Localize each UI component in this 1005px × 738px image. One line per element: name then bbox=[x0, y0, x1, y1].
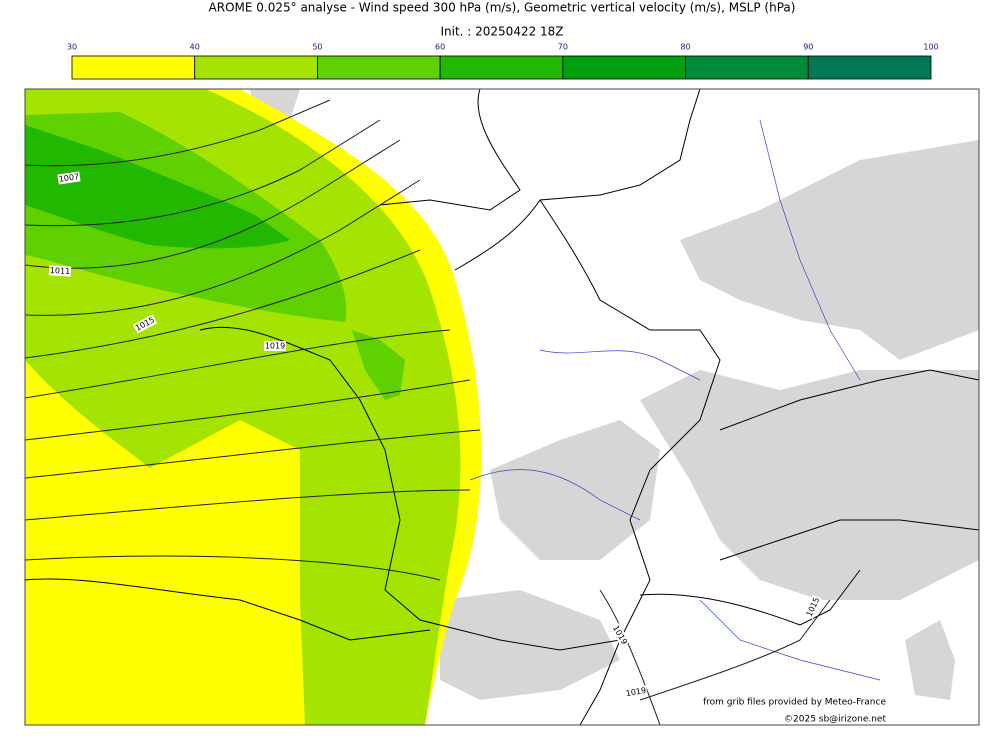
colorbar-tick-label: 80 bbox=[680, 43, 690, 52]
wind-band bbox=[25, 125, 290, 249]
colorbar-segment bbox=[194, 55, 318, 80]
isobar-label-bg bbox=[132, 314, 158, 334]
colorbar-segment bbox=[685, 55, 809, 80]
isobar-label-bg bbox=[610, 622, 630, 648]
title: AROME 0.025° analyse - Wind speed 300 hP… bbox=[209, 1, 796, 15]
colorbar-tick-label: 60 bbox=[435, 43, 445, 52]
isobar-label: 1011 bbox=[50, 266, 71, 276]
isobar-label-bg bbox=[803, 594, 823, 620]
colorbar-segment bbox=[317, 55, 441, 80]
subtitle: Init. : 20250422 18Z bbox=[440, 25, 563, 39]
colorbar-tick-label: 70 bbox=[558, 43, 568, 52]
colorbar-tick-label: 30 bbox=[67, 43, 77, 52]
wind-band bbox=[352, 330, 405, 400]
colorbar-segment bbox=[71, 55, 196, 80]
isobars bbox=[25, 99, 831, 725]
coastline bbox=[25, 89, 979, 725]
colorbar-tick-label: 100 bbox=[923, 43, 938, 52]
isobar-label: 1019 bbox=[265, 342, 285, 351]
colorbar-tick-label: 90 bbox=[803, 43, 813, 52]
colorbar-segment bbox=[562, 55, 686, 80]
credit: from grib files provided by Meteo-France bbox=[703, 698, 886, 708]
colorbar-segment bbox=[439, 55, 564, 80]
isobar-label-bg bbox=[57, 171, 81, 185]
colorbar: 30 40 50 60 70 80 90 100 bbox=[67, 43, 939, 80]
isobar-label-bg bbox=[624, 685, 648, 699]
isobar-label-bg bbox=[264, 341, 286, 351]
map-frame bbox=[24, 88, 980, 726]
credit: ©2025 sb@irizone.net bbox=[784, 715, 886, 725]
colorbar-segment bbox=[807, 55, 932, 80]
isobar-label: 1007 bbox=[58, 172, 79, 184]
colorbar-tick-label: 50 bbox=[312, 43, 322, 52]
colorbar-tick-label: 40 bbox=[190, 43, 200, 52]
isobar-label: 1019 bbox=[625, 686, 647, 698]
rivers bbox=[469, 119, 881, 681]
isobar-label-bg bbox=[48, 265, 72, 277]
